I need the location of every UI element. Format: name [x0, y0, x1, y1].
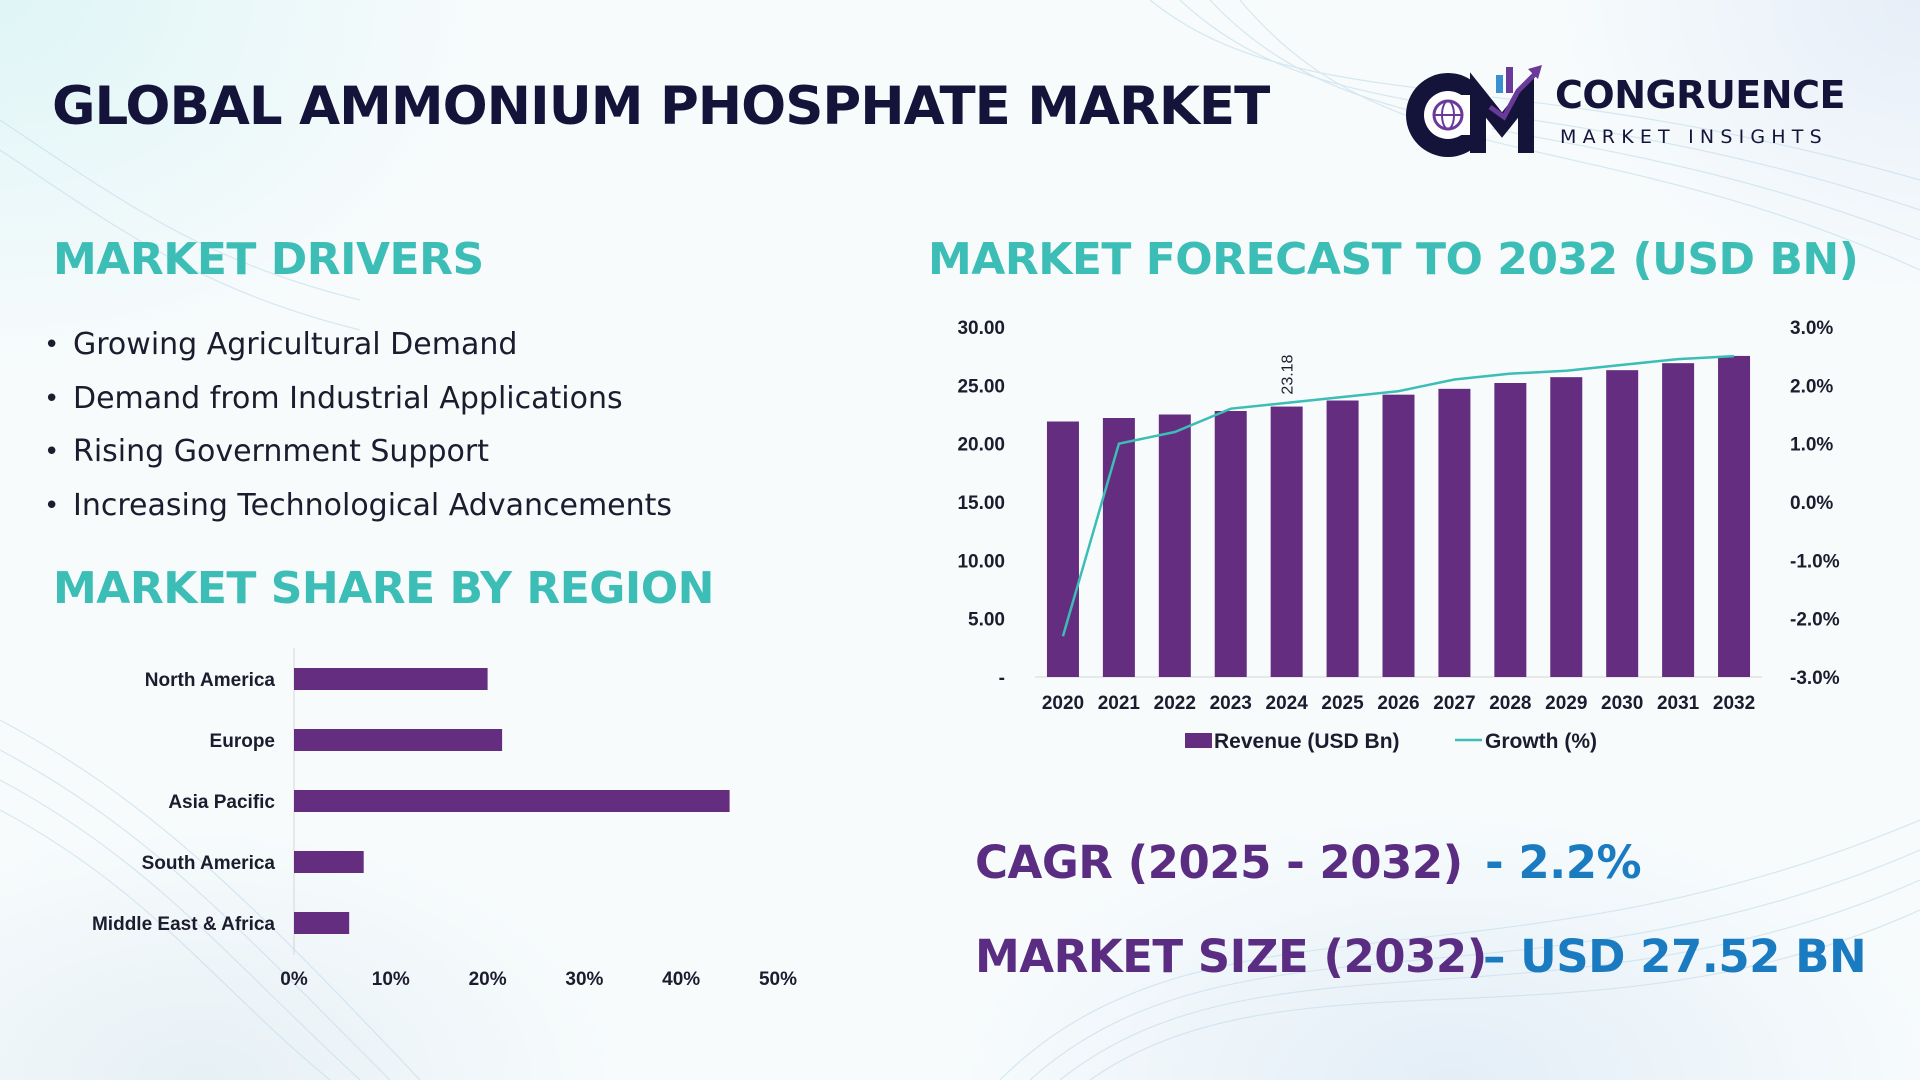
- region-bar: [294, 790, 730, 812]
- region-bar: [294, 851, 364, 873]
- forecast-y-tick-label: 25.00: [957, 376, 1005, 397]
- driver-item: • Rising Government Support: [44, 429, 672, 483]
- forecast-y-tick-label: -: [999, 668, 1005, 689]
- region-bar: [294, 729, 503, 751]
- cagr-label: CAGR (2025 - 2032): [975, 836, 1463, 889]
- forecast-y-tick-label: 30.00: [957, 318, 1005, 339]
- legend-growth-label: Growth (%): [1485, 730, 1597, 753]
- logo-monogram-icon: [1406, 65, 1542, 157]
- revenue-bar: [1214, 411, 1247, 677]
- region-bar: [294, 912, 350, 934]
- revenue-data-label: 23.18: [1280, 354, 1297, 394]
- forecast-x-tick-label: 2023: [1210, 693, 1252, 714]
- forecast-x-tick-label: 2024: [1266, 693, 1309, 714]
- driver-text: Increasing Technological Advancements: [73, 487, 673, 523]
- forecast-x-tick-label: 2022: [1154, 693, 1196, 714]
- region-category-label: South America: [142, 853, 276, 874]
- forecast-y2-tick-label: 2.0%: [1790, 376, 1833, 397]
- driver-text: Demand from Industrial Applications: [73, 380, 623, 416]
- revenue-bar: [1158, 414, 1191, 677]
- bullet-icon: •: [44, 330, 60, 360]
- region-x-tick-label: 30%: [565, 969, 603, 990]
- driver-text: Rising Government Support: [73, 434, 489, 469]
- revenue-bar: [1494, 383, 1527, 677]
- logo-tagline: MARKET INSIGHTS: [1560, 126, 1828, 148]
- market-forecast-chart: - 5.00 10.00 15.00 20.00 25.00 30.00 -3.0% -2.0%…: [957, 318, 1840, 753]
- forecast-y2-tick-label: -1.0%: [1790, 551, 1840, 572]
- region-category-label: Asia Pacific: [168, 792, 275, 813]
- company-logo: CONGRUENCE MARKET INSIGHTS: [1400, 55, 1880, 165]
- forecast-x-tick-label: 2025: [1321, 693, 1364, 714]
- market-size-label: MARKET SIZE (2032): [975, 930, 1487, 983]
- bullet-icon: •: [44, 383, 60, 414]
- revenue-bar: [1718, 355, 1751, 677]
- region-bar: [294, 668, 488, 690]
- revenue-bar: [1606, 370, 1639, 677]
- forecast-x-tick-label: 2026: [1377, 693, 1419, 714]
- forecast-x-tick-label: 2027: [1433, 693, 1475, 714]
- market-forecast-title: MARKET FORECAST TO 2032 (USD BN): [928, 234, 1859, 285]
- driver-item: • Increasing Technological Advancements: [44, 483, 672, 537]
- region-category-label: Middle East & Africa: [92, 914, 275, 935]
- region-category-label: North America: [145, 670, 276, 691]
- market-drivers-title: MARKET DRIVERS: [53, 234, 484, 285]
- region-x-tick-label: 50%: [759, 969, 797, 990]
- bullet-icon: •: [44, 437, 60, 467]
- revenue-bar: [1270, 406, 1303, 677]
- region-x-tick-label: 40%: [662, 969, 700, 990]
- region-category-label: Europe: [210, 731, 275, 752]
- forecast-x-tick-label: 2021: [1098, 693, 1141, 714]
- market-share-region-title: MARKET SHARE BY REGION: [53, 563, 715, 614]
- driver-text: Growing Agricultural Demand: [73, 327, 518, 362]
- forecast-x-tick-label: 2029: [1545, 693, 1587, 714]
- region-x-tick-label: 0%: [280, 969, 308, 990]
- forecast-x-tick-label: 2028: [1489, 693, 1531, 714]
- forecast-y2-tick-label: 1.0%: [1790, 435, 1833, 456]
- forecast-y2-tick-label: -2.0%: [1790, 610, 1840, 631]
- logo-company-name: CONGRUENCE: [1555, 73, 1845, 117]
- revenue-bar: [1326, 400, 1359, 677]
- forecast-y2-tick-label: 0.0%: [1790, 493, 1833, 514]
- forecast-y-tick-label: 20.00: [957, 435, 1005, 456]
- forecast-y-tick-label: 15.00: [957, 493, 1005, 514]
- revenue-bar: [1382, 394, 1415, 677]
- revenue-bar: [1438, 388, 1471, 677]
- forecast-x-tick-label: 2031: [1657, 693, 1700, 714]
- bullet-icon: •: [44, 490, 60, 521]
- revenue-bar: [1550, 377, 1583, 677]
- market-drivers-list: • Growing Agricultural Demand • Demand fro…: [44, 322, 672, 536]
- forecast-x-tick-label: 2030: [1601, 693, 1643, 714]
- forecast-y-tick-label: 10.00: [957, 551, 1005, 572]
- driver-item: • Growing Agricultural Demand: [44, 322, 672, 376]
- driver-item: • Demand from Industrial Applications: [44, 376, 672, 430]
- region-x-tick-label: 20%: [469, 969, 507, 990]
- region-share-chart: North America Europe Asia Pacific South Ame…: [92, 648, 797, 990]
- revenue-bar: [1102, 418, 1135, 677]
- forecast-y2-tick-label: -3.0%: [1790, 668, 1840, 689]
- market-size-value: – USD 27.52 BN: [1483, 930, 1867, 983]
- forecast-y-tick-label: 5.00: [968, 610, 1005, 631]
- growth-line: [1061, 354, 1735, 637]
- forecast-x-tick-label: 2032: [1713, 693, 1755, 714]
- region-x-tick-label: 10%: [372, 969, 410, 990]
- legend-revenue-swatch: [1185, 733, 1212, 748]
- legend-revenue-label: Revenue (USD Bn): [1214, 730, 1400, 753]
- page-title: GLOBAL AMMONIUM PHOSPHATE MARKET: [52, 76, 1270, 137]
- revenue-bar: [1662, 363, 1695, 677]
- cagr-value: - 2.2%: [1485, 836, 1642, 889]
- revenue-bar: [1046, 421, 1079, 677]
- forecast-x-tick-label: 2020: [1042, 693, 1084, 714]
- forecast-y2-tick-label: 3.0%: [1790, 318, 1833, 339]
